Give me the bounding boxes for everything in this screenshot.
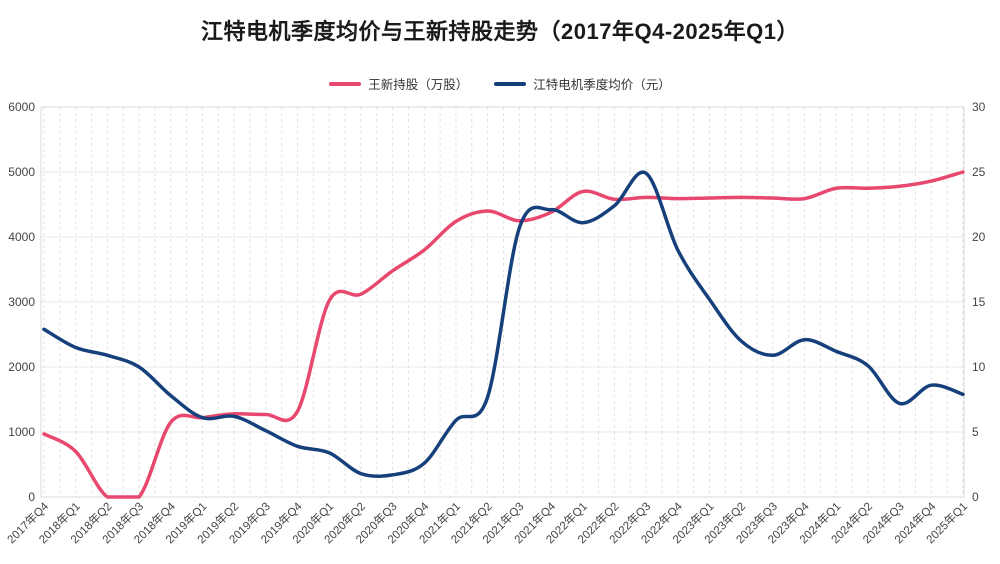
price-line-swatch bbox=[494, 81, 527, 86]
price-legend-label: 江特电机季度均价（元） bbox=[533, 78, 671, 92]
price-line-series bbox=[42, 170, 965, 479]
legend-item-price[interactable]: 江特电机季度均价（元） bbox=[494, 74, 671, 93]
right-axis-tick: 5 bbox=[972, 425, 979, 439]
left-axis-tick: 0 bbox=[28, 490, 35, 504]
right-axis-tick: 15 bbox=[972, 295, 986, 309]
legend-item-holdings[interactable]: 王新持股（万股） bbox=[329, 74, 468, 93]
left-axis-tick: 6000 bbox=[8, 100, 35, 114]
right-axis-tick: 30 bbox=[972, 100, 986, 114]
right-axis-tick: 20 bbox=[972, 230, 986, 244]
legend: 王新持股（万股） 江特电机季度均价（元） bbox=[0, 74, 1000, 93]
left-axis-tick: 5000 bbox=[8, 165, 35, 179]
right-axis-tick: 25 bbox=[972, 165, 986, 179]
left-axis-tick: 1000 bbox=[8, 425, 35, 439]
plot-border bbox=[40, 106, 965, 498]
left-axis-tick: 4000 bbox=[8, 230, 35, 244]
right-axis-tick: 0 bbox=[972, 490, 979, 504]
holdings-line-swatch bbox=[329, 81, 362, 86]
holdings-line-series bbox=[42, 170, 965, 499]
left-axis-tick: 2000 bbox=[8, 360, 35, 374]
right-axis-tick: 10 bbox=[972, 360, 986, 374]
left-axis-tick: 3000 bbox=[8, 295, 35, 309]
chart-title: 江特电机季度均价与王新持股走势（2017年Q4-2025年Q1） bbox=[201, 19, 799, 44]
holdings-legend-label: 王新持股（万股） bbox=[368, 78, 469, 92]
